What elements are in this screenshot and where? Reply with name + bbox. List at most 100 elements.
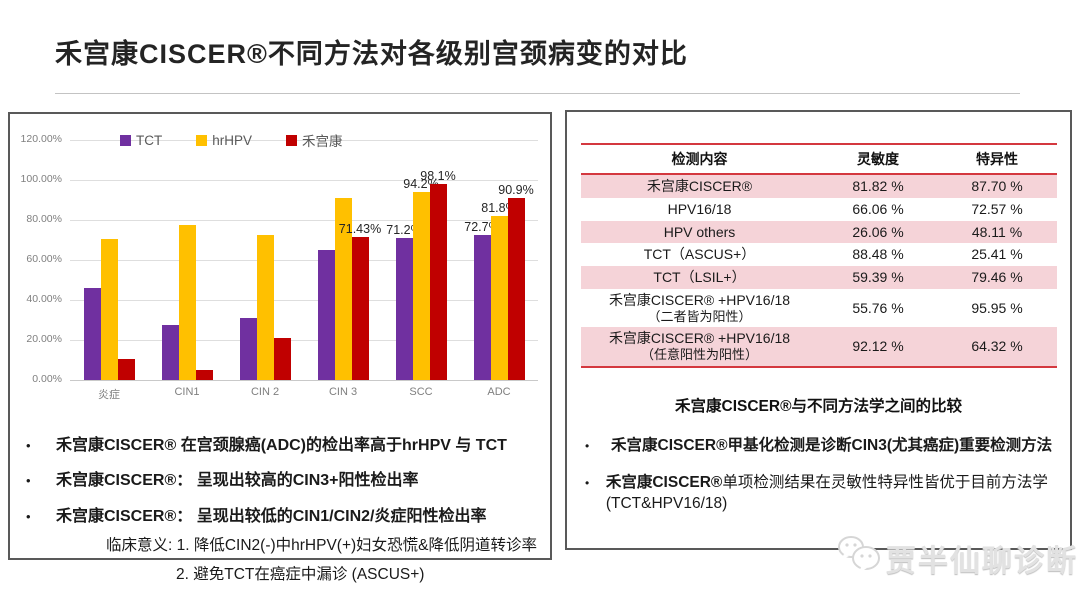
bar-禾宫康: 71.43% bbox=[339, 222, 381, 380]
specificity-cell: 48.11 % bbox=[971, 223, 1023, 240]
bullet-text: 禾宫康CISCER® 在宫颈腺癌(ADC)的检出率高于hrHPV 与 TCT bbox=[56, 437, 507, 454]
conclusion-bullet: • 禾宫康CISCER®： 呈现出较高的CIN3+阳性检出率 bbox=[26, 472, 540, 490]
y-tick-label: 40.00% bbox=[26, 293, 62, 305]
bar-value-label: 98.1% bbox=[420, 168, 456, 183]
table-row: 禾宫康CISCER® +HPV16/18 （任意阳性为阳性） 92.12 % 64.3… bbox=[580, 327, 1057, 367]
method-name: TCT（ASCUS+） bbox=[643, 246, 756, 263]
bar-hrHPV: 81.8% bbox=[481, 201, 517, 380]
legend-swatch bbox=[286, 134, 298, 146]
bar-TCT: 71.2% bbox=[386, 223, 422, 380]
specificity-cell: 79.46 % bbox=[971, 269, 1023, 286]
table-row: TCT（LSIL+） 59.39 % 79.46 % bbox=[580, 266, 1057, 289]
table-header-cell: 灵敏度 bbox=[818, 144, 938, 175]
method-name-cell: 禾宫康CISCER® bbox=[581, 174, 819, 198]
clinical-note: 临床意义: 1. 降低CIN2(-)中hrHPV(+)妇女恐慌&降低阴道转诊率 bbox=[106, 537, 538, 555]
y-tick-label: 100.00% bbox=[20, 173, 62, 185]
sensitivity-cell: 26.06 % bbox=[852, 223, 904, 240]
gridline bbox=[70, 340, 538, 341]
bar-hrHPV bbox=[256, 235, 274, 380]
title-divider bbox=[55, 93, 1020, 94]
x-category-label: 炎症 bbox=[98, 389, 120, 401]
bullet-dot: • bbox=[585, 438, 590, 453]
legend-label: TCT bbox=[136, 132, 163, 148]
bar-group: 71.2% 94.2% 98.1% bbox=[382, 140, 460, 380]
y-tick-label: 80.00% bbox=[26, 213, 62, 225]
gridline bbox=[70, 300, 538, 301]
gridline bbox=[70, 380, 538, 381]
table-row: 禾宫康CISCER® 81.82 % 87.70 % bbox=[580, 174, 1057, 198]
method-name-cell: 禾宫康CISCER® +HPV16/18 （任意阳性为阳性） bbox=[581, 327, 819, 366]
bar-禾宫康 bbox=[117, 359, 135, 380]
method-name: 禾宫康CISCER® +HPV16/18 bbox=[608, 330, 791, 347]
table-conclusion-bullet: • 禾宫康CISCER®单项检测结果在灵敏性特异性皆优于目前方法学(TCT&HPV… bbox=[585, 473, 1058, 515]
bar-hrHPV bbox=[334, 198, 352, 380]
table-header-row: 检测内容 灵敏度 特异性 bbox=[580, 144, 1057, 175]
chart-x-axis: 炎症 CIN1 CIN 2 CIN 3 SCC ADC bbox=[70, 386, 538, 402]
watermark-text: 贾半仙聊诊断 bbox=[886, 544, 1078, 578]
sensitivity-cell: 55.76 % bbox=[852, 299, 904, 316]
table-row: 禾宫康CISCER® +HPV16/18 （二者皆为阳性） 55.76 % 95.95… bbox=[581, 289, 1057, 327]
method-name-cell: TCT（LSIL+） bbox=[581, 266, 819, 289]
bullet-text: 禾宫康CISCER®单项检测结果在灵敏性特异性皆优于目前方法学(TCT&HPV1… bbox=[606, 473, 1058, 515]
bullet-text: 禾宫康CISCER®： 呈现出较低的CIN1/CIN2/炎症阳性检出率 bbox=[56, 507, 487, 525]
table-conclusion-bullet: • 禾宫康CISCER®甲基化检测是诊断CIN3(尤其癌症)重要检测方法 bbox=[585, 436, 1058, 457]
method-name-cell: HPV16/18 bbox=[581, 198, 819, 221]
legend-swatch bbox=[196, 134, 208, 146]
bar-TCT bbox=[83, 288, 101, 380]
bar-hrHPV bbox=[100, 239, 118, 380]
specificity-cell: 95.95 % bbox=[971, 299, 1023, 316]
table-header-cell: 检测内容 bbox=[580, 144, 819, 175]
method-name-line2: （二者皆为阳性） bbox=[647, 308, 752, 324]
y-tick-label: 20.00% bbox=[26, 333, 62, 345]
wechat-icon bbox=[836, 534, 882, 581]
method-name: 禾宫康CISCER® bbox=[646, 178, 753, 194]
bar-group bbox=[148, 140, 226, 380]
gridline bbox=[70, 180, 538, 181]
chart-plot: 71.43% 71.2% 94.2% 98.1% 72.7% 81.8% 90.9% bbox=[70, 140, 538, 381]
chart-conclusions: • 禾宫康CISCER® 在宫颈腺癌(ADC)的检出率高于hrHPV 与 TCT •… bbox=[10, 412, 550, 584]
clinical-note: 2. 避免TCT在癌症中漏诊 (ASCUS+) bbox=[176, 566, 425, 584]
bar-group bbox=[70, 140, 148, 380]
bullet-dot: • bbox=[26, 473, 31, 489]
bar-禾宫康 bbox=[195, 370, 213, 380]
method-name: HPV others bbox=[663, 223, 736, 240]
method-name: HPV16/18 bbox=[667, 200, 732, 217]
bar-value-label: 71.43% bbox=[338, 222, 382, 237]
bullet-lead: 禾宫康CISCER® bbox=[605, 473, 723, 491]
chart-bar-groups: 71.43% 71.2% 94.2% 98.1% 72.7% 81.8% 90.9% bbox=[70, 140, 538, 380]
method-name-line2: （任意阳性为阳性） bbox=[640, 347, 758, 363]
bar-TCT: 72.7% bbox=[464, 220, 500, 380]
y-tick-label: 60.00% bbox=[26, 253, 62, 265]
table-row: HPV16/18 66.06 % 72.57 % bbox=[581, 198, 1057, 221]
method-name-cell: TCT（ASCUS+） bbox=[581, 243, 819, 266]
bullet-dot: • bbox=[26, 438, 31, 453]
bar-hrHPV bbox=[178, 225, 196, 380]
sensitivity-cell: 88.48 % bbox=[852, 246, 904, 263]
specificity-cell: 87.70 % bbox=[971, 178, 1023, 194]
table-row: TCT（ASCUS+） 88.48 % 25.41 % bbox=[581, 243, 1057, 266]
table-conclusions: • 禾宫康CISCER®甲基化检测是诊断CIN3(尤其癌症)重要检测方法 • 禾宫康C… bbox=[567, 416, 1070, 515]
bar-禾宫康: 90.9% bbox=[498, 183, 534, 380]
bar-group bbox=[226, 140, 304, 380]
results-table: 检测内容 灵敏度 特异性 禾宫康CISCER® 81.82 % 87.70 % HPV16… bbox=[580, 143, 1057, 368]
x-category-label: ADC bbox=[487, 386, 511, 398]
method-name-cell: 禾宫康CISCER® +HPV16/18 （二者皆为阳性） bbox=[581, 289, 819, 327]
specificity-cell: 72.57 % bbox=[971, 200, 1023, 217]
specificity-cell: 25.41 % bbox=[971, 246, 1023, 263]
conclusion-bullet: • 禾宫康CISCER® 在宫颈腺癌(ADC)的检出率高于hrHPV 与 TCT bbox=[26, 437, 540, 455]
bar-TCT bbox=[161, 325, 179, 380]
legend-label: 禾宫康 bbox=[302, 134, 343, 149]
x-category-label: CIN1 bbox=[174, 386, 200, 398]
bullet-dot: • bbox=[585, 475, 590, 490]
chart-panel: 120.00% 100.00% 80.00% 60.00% 40.00% 20.00% 0.… bbox=[8, 112, 552, 583]
table-panel: 检测内容 灵敏度 特异性 禾宫康CISCER® 81.82 % 87.70 % HPV16… bbox=[565, 110, 1072, 550]
bar-禾宫康: 98.1% bbox=[420, 169, 456, 380]
bar-TCT bbox=[317, 250, 335, 380]
sensitivity-cell: 66.06 % bbox=[852, 200, 904, 217]
bar-禾宫康 bbox=[273, 338, 291, 380]
conclusion-bullet: • 禾宫康CISCER®： 呈现出较低的CIN1/CIN2/炎症阳性检出率 bbox=[26, 508, 540, 526]
bullet-text: 禾宫康CISCER®： 呈现出较高的CIN3+阳性检出率 bbox=[56, 472, 419, 490]
legend-item: 禾宫康 bbox=[286, 130, 343, 150]
bullet-lead: 禾宫康CISCER® bbox=[611, 436, 728, 454]
gridline bbox=[70, 140, 538, 141]
